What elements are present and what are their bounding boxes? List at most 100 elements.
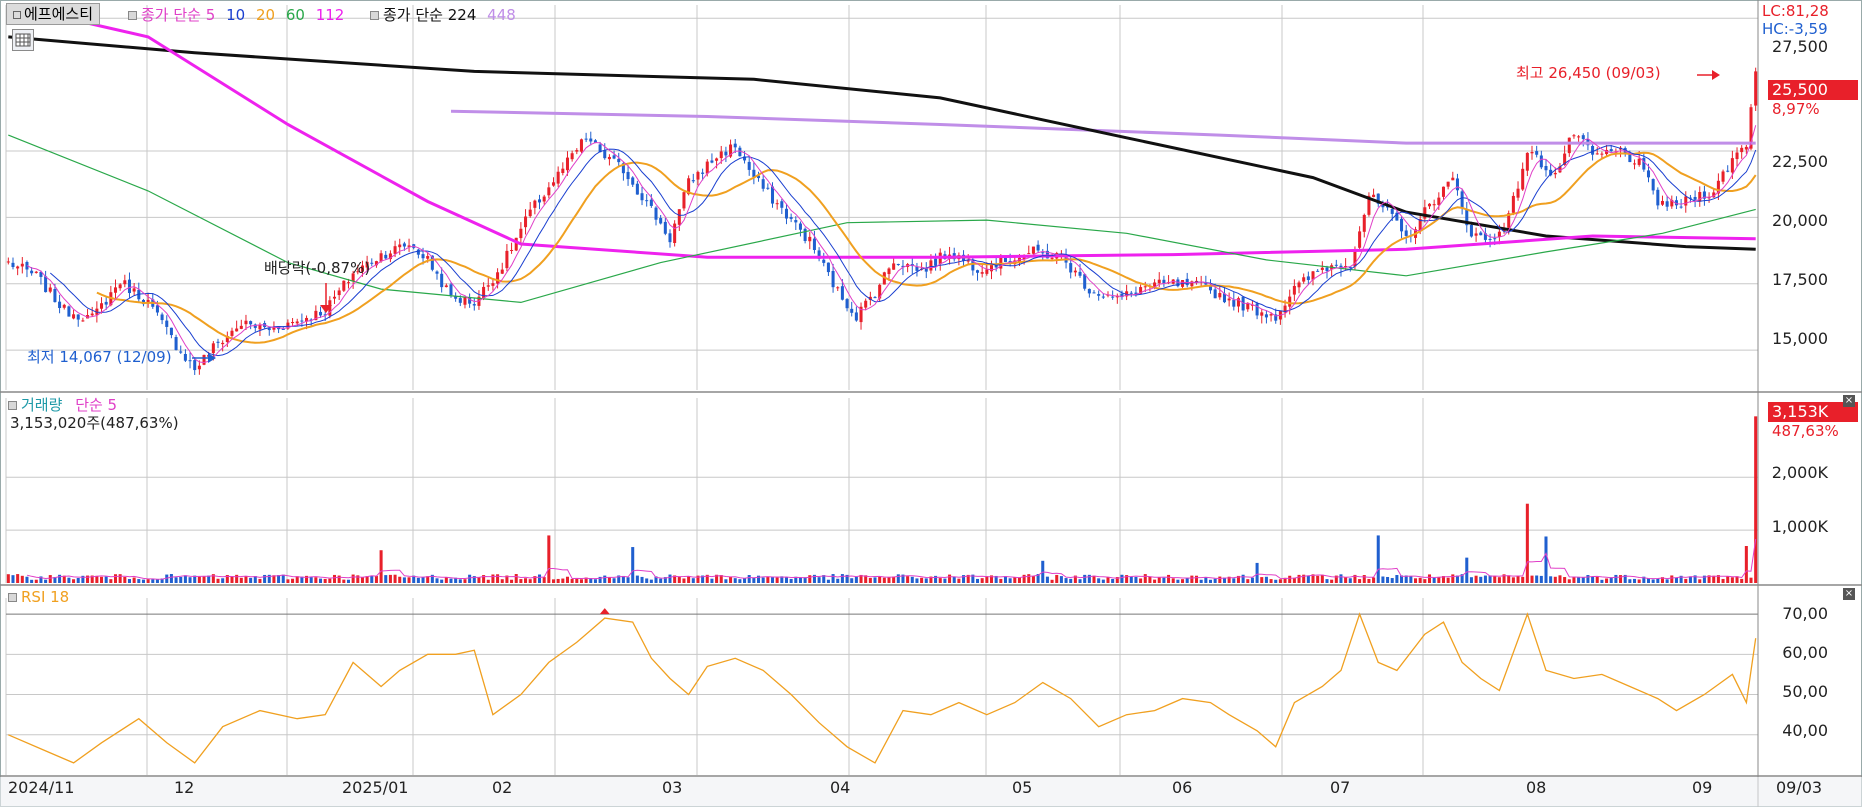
candle-body: [1073, 270, 1077, 273]
volume-bar: [1614, 574, 1618, 583]
candle-body: [34, 271, 38, 273]
candle-body: [253, 324, 257, 328]
volume-bar: [379, 550, 383, 583]
volume-bar: [1157, 577, 1161, 583]
volume-bar: [1297, 574, 1301, 583]
candle-body: [733, 143, 737, 148]
volume-bar: [179, 576, 183, 583]
candle-body: [1297, 282, 1301, 288]
volume-bar: [607, 577, 611, 583]
candle-body: [1348, 266, 1352, 269]
candle-body: [589, 138, 593, 142]
volume-bar: [561, 578, 565, 583]
stock-name-button[interactable]: 에프에스티: [6, 3, 101, 25]
candle-body: [654, 207, 658, 220]
ma112-line: [7, 3, 1756, 259]
candle-body: [165, 320, 169, 327]
volume-bar: [910, 576, 914, 583]
volume-bar: [1730, 577, 1734, 583]
volume-bar: [1660, 577, 1664, 583]
volume-bar: [1395, 575, 1399, 583]
volume-bar: [1236, 575, 1240, 583]
volume-bar: [286, 579, 290, 583]
candle-body: [1311, 271, 1315, 280]
volume-bar: [188, 577, 192, 583]
candle-body: [155, 305, 159, 313]
volume-bar: [994, 575, 998, 583]
volume-bar: [1558, 575, 1562, 583]
candle-body: [179, 351, 183, 353]
volume-bar: [1451, 574, 1455, 583]
rsi-title: RSI 18: [21, 588, 70, 606]
candle-body: [1465, 209, 1469, 226]
volume-bar: [1222, 577, 1226, 583]
candle-body: [505, 250, 509, 269]
low-annotation: 최저 14,067 (12/09): [27, 348, 172, 366]
ma-group2-legend[interactable]: 종가 단순 224 448: [370, 4, 516, 25]
candle-body: [878, 284, 882, 299]
candle-body: [295, 321, 299, 324]
candle-body: [743, 156, 747, 161]
volume-bar: [1609, 577, 1613, 583]
volume-bar: [1479, 576, 1483, 583]
volume-bar: [444, 577, 448, 583]
volume-bar: [579, 579, 583, 583]
moving-average-lines: [7, 3, 1757, 364]
volume-bar: [538, 574, 542, 583]
volume-bar: [1465, 557, 1469, 583]
candle-body: [747, 161, 751, 170]
candle-body: [379, 253, 383, 262]
rsi-close-icon[interactable]: ×: [1843, 588, 1855, 600]
volume-bar: [929, 576, 933, 583]
volume-bar: [859, 574, 863, 583]
volume-bar: [1488, 575, 1492, 583]
candle-body: [859, 306, 863, 323]
volume-bar: [1101, 579, 1105, 583]
volume-bar: [1460, 574, 1464, 583]
volume-bar: [659, 578, 663, 583]
x-label-2024-11: 2024/11: [8, 778, 75, 797]
candle-body: [351, 273, 355, 282]
volume-bar: [1628, 579, 1632, 583]
volume-bars: [6, 416, 1758, 583]
candle-body: [1111, 296, 1115, 298]
volume-bar: [668, 574, 672, 583]
candle-body: [1698, 192, 1702, 202]
volume-bar: [272, 575, 276, 583]
volume-bar: [20, 575, 24, 583]
ma-group2-label: 종가 단순: [383, 6, 443, 24]
volume-bar: [971, 574, 975, 583]
candle-body: [426, 256, 430, 259]
volume-bar: [1031, 576, 1035, 583]
candle-body: [1702, 191, 1706, 199]
candle-body: [565, 157, 569, 171]
candle-body: [1003, 256, 1007, 262]
volume-legend[interactable]: 거래량 단순 5: [8, 394, 117, 415]
volume-bar: [938, 578, 942, 583]
candle-body: [994, 264, 998, 268]
candle-body: [319, 311, 323, 316]
rsi-marker: [8, 593, 17, 602]
volume-bar: [1688, 576, 1692, 583]
ma112-period: 112: [315, 6, 345, 24]
ma-group1-legend[interactable]: 종가 단순 5 10 20 60 112: [128, 4, 344, 25]
rsi-legend[interactable]: RSI 18: [8, 588, 69, 606]
candle-body: [39, 271, 43, 277]
candle-body: [696, 172, 700, 180]
volume-bar: [440, 579, 444, 583]
candle-body: [48, 287, 52, 292]
volume-bar: [291, 578, 295, 583]
volume-bar: [873, 577, 877, 583]
volume-bar: [160, 578, 164, 583]
volume-bar: [1474, 575, 1478, 583]
volume-bar: [1339, 574, 1343, 583]
volume-close-icon[interactable]: ×: [1843, 395, 1855, 407]
candle-body: [840, 286, 844, 300]
volume-bar: [1367, 578, 1371, 583]
candle-body: [864, 300, 868, 308]
candle-body: [770, 186, 775, 204]
volume-bar: [1637, 579, 1641, 583]
candle-body: [1441, 186, 1445, 197]
grid-table-icon[interactable]: [12, 29, 34, 51]
